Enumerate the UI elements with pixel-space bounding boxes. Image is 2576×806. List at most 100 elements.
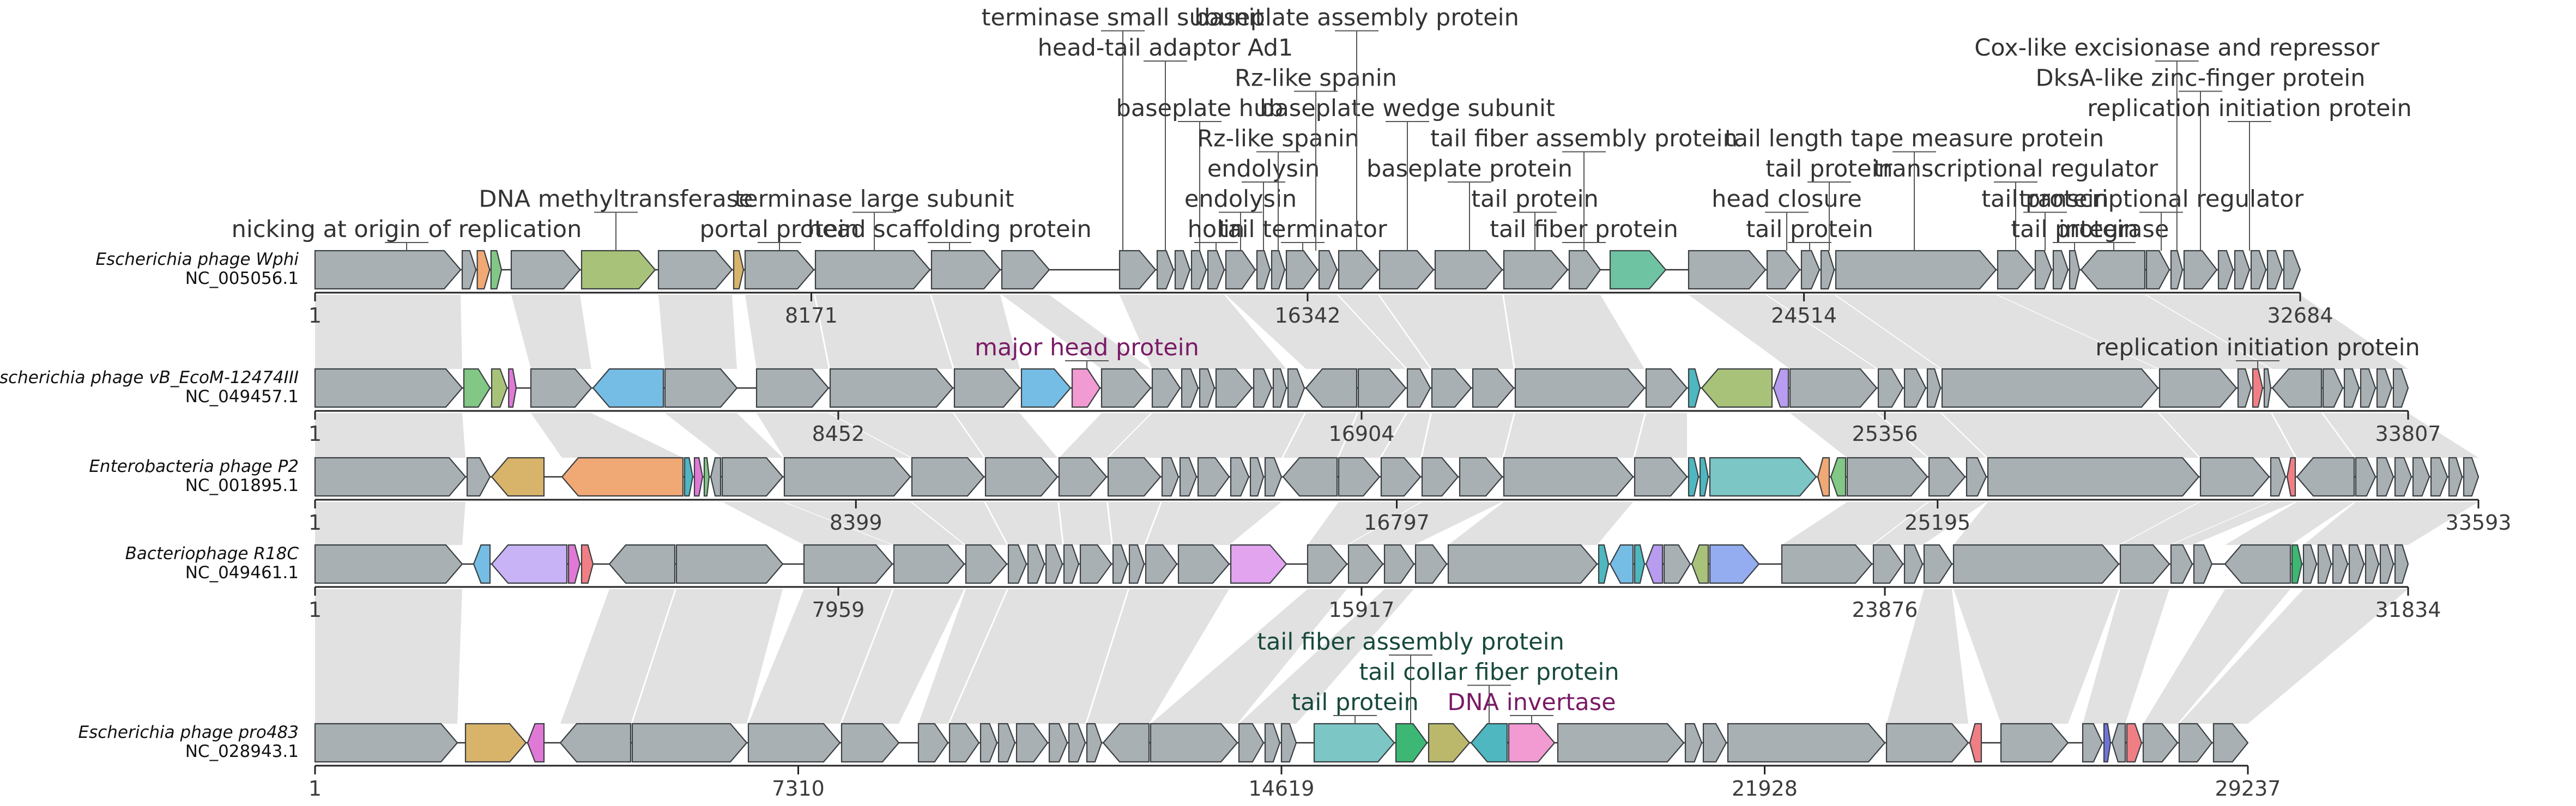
homology-link-2-13 [1954, 502, 2199, 545]
gene-arrow-2-2 [491, 457, 545, 497]
homology-link-0-8 [1226, 295, 1406, 369]
gene-arrow-2-35 [1987, 457, 2200, 497]
gene-arrow-1-28 [1701, 368, 1773, 408]
homology-link-2-0 [315, 502, 465, 545]
gene-arrow-0-31 [1820, 250, 1835, 290]
gene-arrow-3-4 [580, 544, 594, 584]
gene-arrow-4-26 [1684, 723, 1703, 763]
gene-arrow-3-38 [2170, 544, 2193, 584]
gene-arrow-3-33 [1872, 544, 1904, 584]
gene-label-0: nicking at origin of replication [232, 216, 582, 243]
tick-label-0-3: 24514 [1771, 304, 1837, 328]
homology-link-3-7 [1087, 589, 1229, 724]
gene-label-13: Rz-like spanin [1235, 65, 1397, 92]
gene-arrow-1-43 [2376, 368, 2393, 408]
gene-arrow-2-15 [1179, 457, 1198, 497]
gene-label-2: portal protein [700, 216, 860, 243]
homology-link-0-7 [1120, 295, 1286, 369]
tick-label-4-0: 1 [309, 777, 322, 801]
gene-arrow-2-22 [1380, 457, 1422, 497]
gene-arrow-2-16 [1197, 457, 1230, 497]
gene-arrow-2-12 [1058, 457, 1108, 497]
genome-tracks [314, 250, 2480, 763]
tick-label-1-3: 25356 [1852, 422, 1918, 446]
gene-arrow-0-40 [2183, 250, 2218, 290]
homology-link-0-5 [932, 295, 1020, 369]
gene-arrow-3-28 [1645, 544, 1664, 584]
gene-arrow-0-8 [744, 250, 815, 290]
homology-link-2-7 [1146, 502, 1281, 545]
gene-arrow-4-36 [2142, 723, 2179, 763]
tick-label-0-0: 1 [309, 304, 322, 328]
homology-link-3-2 [632, 589, 783, 724]
gene-arrow-4-5 [747, 723, 841, 763]
homology-link-3-9 [1239, 589, 1414, 724]
gene-label-33: replication initiation protein [2095, 334, 2420, 361]
gene-arrow-3-14 [1079, 544, 1112, 584]
gene-arrow-2-3 [561, 457, 684, 497]
gene-label-3: terminase large subunit [734, 186, 1014, 213]
gene-arrow-3-31 [1709, 544, 1760, 584]
gene-arrow-3-3 [567, 544, 581, 584]
gene-arrow-3-10 [1007, 544, 1027, 584]
tick-label-3-3: 23876 [1852, 598, 1918, 622]
genome-name-0: Escherichia phage Wphi [95, 250, 299, 269]
homology-link-0-11 [1504, 295, 1644, 369]
gene-label-14: baseplate wedge subunit [1260, 95, 1555, 122]
gene-arrow-0-28 [1688, 250, 1767, 290]
gene-arrow-3-46 [2365, 544, 2380, 584]
gene-label-35: tail fiber assembly protein [1257, 628, 1564, 656]
gene-arrow-2-10 [911, 457, 985, 497]
gene-arrow-3-19 [1230, 544, 1287, 584]
gene-arrow-3-47 [2379, 544, 2394, 584]
genome-accession-2: NC_001895.1 [185, 476, 299, 495]
gene-arrow-1-39 [2271, 368, 2323, 408]
gene-label-32: major head protein [975, 334, 1199, 361]
gene-arrow-0-6 [657, 250, 733, 290]
gene-arrow-3-26 [1609, 544, 1634, 584]
tick-label-0-2: 16342 [1274, 304, 1340, 328]
genome-accession-0: NC_005056.1 [185, 269, 299, 288]
gene-arrow-3-24 [1447, 544, 1598, 584]
gene-arrow-2-26 [1634, 457, 1688, 497]
gene-arrow-0-38 [2145, 250, 2170, 290]
homology-link-1-16 [1942, 413, 2199, 458]
homology-link-1-2 [665, 413, 783, 458]
gene-arrow-1-38 [2263, 368, 2272, 408]
homology-link-3-11 [1954, 589, 2119, 724]
tick-label-3-2: 15917 [1328, 598, 1394, 622]
gene-arrow-0-0 [314, 250, 462, 290]
gene-arrow-2-38 [2286, 457, 2296, 497]
tick-label-2-2: 16797 [1364, 511, 1430, 535]
gene-label-4: head scaffolding protein [807, 216, 1092, 243]
homology-link-3-8 [1151, 589, 1347, 724]
gene-label-36: tail collar fiber protein [1359, 659, 1619, 686]
tick-label-0-1: 8171 [785, 304, 838, 328]
gene-arrow-4-23 [1470, 723, 1508, 763]
gene-arrow-3-8 [893, 544, 965, 584]
gene-label-19: tail fiber assembly protein [1430, 125, 1738, 153]
gene-arrow-0-11 [1001, 250, 1050, 290]
gene-arrow-2-29 [1709, 457, 1817, 497]
gene-arrow-1-41 [2343, 368, 2360, 408]
gene-arrow-3-42 [2302, 544, 2318, 584]
tick-label-2-3: 25195 [1904, 511, 1970, 535]
gene-arrow-1-9 [953, 368, 1021, 408]
gene-arrow-2-27 [1688, 457, 1700, 497]
gene-arrow-1-25 [1514, 368, 1646, 408]
homology-link-3-6 [950, 589, 1128, 724]
gene-arrow-0-42 [2234, 250, 2251, 290]
gene-arrow-3-32 [1781, 544, 1873, 584]
gene-arrow-0-37 [2080, 250, 2146, 290]
gene-arrow-3-36 [1952, 544, 2120, 584]
gene-label-17: tail protein [1471, 186, 1599, 213]
gene-arrow-2-42 [2394, 457, 2412, 497]
homology-link-0-13 [1767, 295, 1940, 369]
tick-label-1-1: 8452 [812, 422, 865, 446]
gene-arrow-0-26 [1568, 250, 1601, 290]
gene-arrow-2-30 [1817, 457, 1830, 497]
gene-arrow-3-6 [675, 544, 784, 584]
gene-arrow-3-22 [1383, 544, 1415, 584]
